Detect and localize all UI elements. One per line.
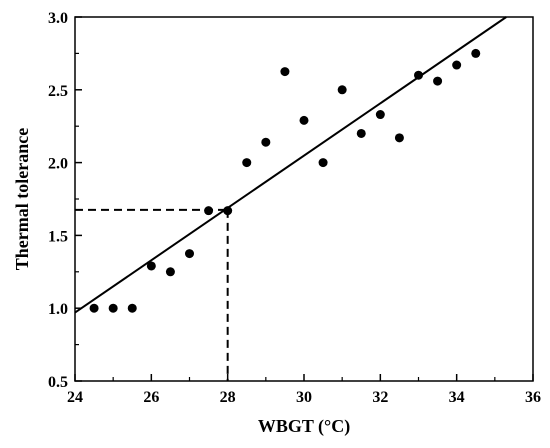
y-tick-label: 2.5 <box>48 83 68 100</box>
data-point <box>223 206 233 216</box>
data-point <box>375 110 385 120</box>
data-point <box>165 267 175 277</box>
data-point <box>433 76 443 86</box>
data-point <box>414 70 423 80</box>
data-point <box>146 261 156 271</box>
y-tick-label: 0.5 <box>48 374 68 391</box>
x-tick-label: 30 <box>296 389 312 406</box>
axis-ticks: 24 26 28 30 32 34 36 0.5 1.0 1.5 2.0 2.5 3.0 <box>48 10 541 406</box>
y-tick-label: 2.0 <box>48 156 68 173</box>
x-tick-label: 24 <box>67 389 83 406</box>
data-point <box>337 85 347 95</box>
data-point <box>280 67 290 77</box>
x-tick-label: 36 <box>525 389 541 406</box>
x-tick-label: 32 <box>372 389 388 406</box>
y-tick-label: 3.0 <box>48 10 68 27</box>
plot-frame <box>74 16 534 382</box>
data-point <box>299 115 309 125</box>
x-tick-label: 34 <box>449 389 465 406</box>
data-point <box>471 48 481 58</box>
y-tick-label: 1.0 <box>48 301 68 318</box>
data-point <box>108 303 118 313</box>
data-point <box>89 303 99 313</box>
fit-line <box>74 16 507 314</box>
data-point <box>452 60 462 70</box>
data-point <box>261 137 271 147</box>
data-point <box>356 128 366 138</box>
data-point <box>242 158 252 168</box>
fit-line-layer <box>74 16 507 314</box>
data-point <box>394 133 404 143</box>
data-point <box>127 303 137 313</box>
data-point <box>185 249 194 259</box>
data-point <box>318 158 328 168</box>
reference-lines <box>75 208 229 381</box>
data-point <box>204 206 214 216</box>
data-points <box>89 48 481 313</box>
x-tick-label: 28 <box>220 389 236 406</box>
x-tick-label: 26 <box>143 389 159 406</box>
y-axis-title: Thermal tolerance <box>12 128 32 270</box>
y-tick-label: 1.5 <box>48 228 68 245</box>
x-axis-title: WBGT (°C) <box>258 416 350 437</box>
